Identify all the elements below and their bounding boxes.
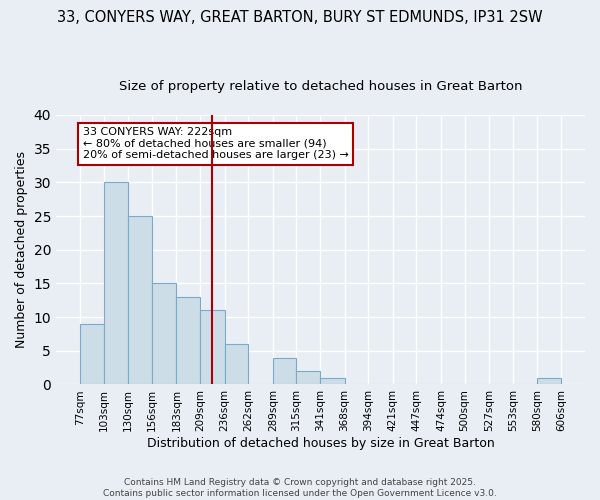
Text: 33 CONYERS WAY: 222sqm
← 80% of detached houses are smaller (94)
20% of semi-det: 33 CONYERS WAY: 222sqm ← 80% of detached… (83, 127, 349, 160)
Title: Size of property relative to detached houses in Great Barton: Size of property relative to detached ho… (119, 80, 522, 93)
Bar (224, 344, 248, 385)
Bar (320, 378, 344, 384)
Bar (273, 358, 296, 384)
Bar (152, 284, 176, 384)
Bar (200, 310, 224, 384)
Bar (296, 371, 320, 384)
Y-axis label: Number of detached properties: Number of detached properties (15, 151, 28, 348)
Bar (176, 297, 200, 384)
Bar (128, 216, 152, 384)
Text: Contains HM Land Registry data © Crown copyright and database right 2025.
Contai: Contains HM Land Registry data © Crown c… (103, 478, 497, 498)
Bar (104, 182, 128, 384)
Bar (538, 378, 561, 384)
Bar (80, 324, 104, 384)
Text: 33, CONYERS WAY, GREAT BARTON, BURY ST EDMUNDS, IP31 2SW: 33, CONYERS WAY, GREAT BARTON, BURY ST E… (57, 10, 543, 25)
X-axis label: Distribution of detached houses by size in Great Barton: Distribution of detached houses by size … (146, 437, 494, 450)
